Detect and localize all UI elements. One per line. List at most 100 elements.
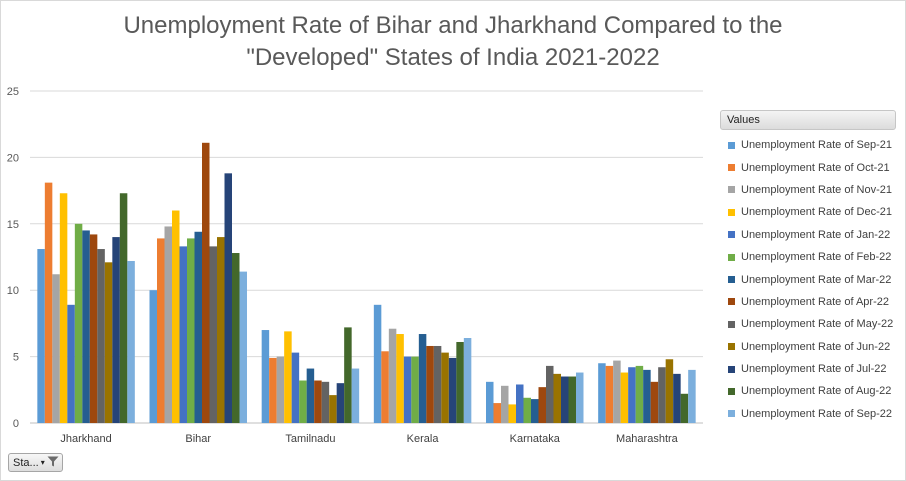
bar[interactable]	[149, 290, 158, 423]
bar[interactable]	[620, 372, 629, 423]
bar[interactable]	[44, 182, 53, 423]
bar[interactable]	[508, 404, 517, 423]
bar[interactable]	[553, 373, 562, 423]
bar[interactable]	[172, 210, 180, 423]
legend-item[interactable]: Unemployment Rate of Jun-22	[720, 336, 896, 358]
bar[interactable]	[217, 237, 225, 423]
bar[interactable]	[463, 338, 472, 423]
bar[interactable]	[523, 397, 532, 423]
legend-swatch	[728, 253, 735, 261]
bar[interactable]	[164, 226, 173, 423]
bar[interactable]	[97, 249, 105, 423]
bar[interactable]	[179, 246, 188, 423]
bar[interactable]	[403, 356, 412, 423]
bar[interactable]	[336, 383, 345, 423]
bar[interactable]	[538, 387, 547, 423]
y-tick-label: 10	[7, 285, 19, 297]
bar[interactable]	[52, 274, 60, 423]
bar[interactable]	[493, 403, 502, 423]
bar[interactable]	[194, 231, 203, 423]
bar[interactable]	[127, 260, 135, 423]
bar[interactable]	[269, 357, 277, 423]
bar[interactable]	[426, 345, 434, 423]
bar[interactable]	[516, 384, 524, 423]
bar[interactable]	[568, 376, 577, 423]
bar[interactable]	[89, 234, 98, 423]
bar[interactable]	[276, 356, 285, 423]
legend-item[interactable]: Unemployment Rate of Nov-21	[720, 179, 896, 201]
bar[interactable]	[658, 367, 666, 423]
bar[interactable]	[680, 393, 689, 423]
bar[interactable]	[239, 271, 248, 423]
bar[interactable]	[605, 365, 614, 423]
field-filter-button[interactable]: Sta... ▾	[8, 453, 63, 472]
bar[interactable]	[613, 360, 621, 423]
bar[interactable]	[418, 334, 427, 423]
bar[interactable]	[688, 369, 696, 423]
legend-item[interactable]: Unemployment Rate of Aug-22	[720, 380, 896, 402]
bar[interactable]	[381, 351, 389, 423]
bar[interactable]	[643, 369, 651, 423]
legend-item[interactable]: Unemployment Rate of Sep-22	[720, 403, 896, 425]
bar[interactable]	[314, 380, 322, 423]
bar[interactable]	[74, 223, 83, 423]
bar[interactable]	[598, 363, 606, 423]
bar[interactable]	[232, 253, 240, 423]
legend-header-values[interactable]: Values	[720, 110, 896, 130]
funnel-icon	[47, 456, 59, 470]
bar[interactable]	[67, 304, 75, 423]
legend-label: Unemployment Rate of Dec-21	[741, 206, 893, 219]
bar[interactable]	[456, 341, 464, 423]
bar[interactable]	[665, 359, 674, 423]
legend-item[interactable]: Unemployment Rate of Jul-22	[720, 358, 896, 380]
bar[interactable]	[373, 304, 382, 423]
bar[interactable]	[501, 385, 509, 423]
bar[interactable]	[291, 352, 300, 423]
bar[interactable]	[628, 367, 636, 423]
bar[interactable]	[82, 230, 90, 423]
legend-item[interactable]: Unemployment Rate of Mar-22	[720, 268, 896, 290]
legend-item[interactable]: Unemployment Rate of Feb-22	[720, 246, 896, 268]
bar[interactable]	[546, 365, 554, 423]
bar[interactable]	[306, 368, 315, 423]
bar[interactable]	[261, 330, 270, 423]
bar[interactable]	[344, 327, 352, 423]
legend-label: Unemployment Rate of May-22	[741, 318, 894, 331]
legend-label: Unemployment Rate of Jul-22	[741, 363, 887, 376]
bar[interactable]	[411, 356, 419, 423]
bar[interactable]	[433, 345, 442, 423]
bar[interactable]	[119, 193, 128, 423]
bar[interactable]	[561, 376, 569, 423]
bar[interactable]	[37, 249, 45, 423]
bar[interactable]	[448, 357, 457, 423]
bar[interactable]	[202, 142, 210, 424]
legend-item[interactable]: Unemployment Rate of Jan-22	[720, 224, 896, 246]
bar[interactable]	[284, 331, 292, 423]
bar[interactable]	[673, 373, 681, 423]
bar[interactable]	[104, 262, 113, 423]
chart-title: Unemployment Rate of Bihar and Jharkhand…	[0, 10, 906, 74]
bar[interactable]	[329, 395, 337, 423]
bar[interactable]	[635, 365, 644, 423]
bar[interactable]	[396, 334, 404, 423]
bar[interactable]	[112, 237, 120, 423]
bar[interactable]	[441, 352, 449, 423]
bar[interactable]	[209, 246, 218, 423]
legend-item[interactable]: Unemployment Rate of Dec-21	[720, 201, 896, 223]
bar[interactable]	[59, 193, 68, 423]
bar[interactable]	[351, 368, 360, 423]
legend-item[interactable]: Unemployment Rate of Oct-21	[720, 156, 896, 178]
bar[interactable]	[224, 173, 233, 423]
bar[interactable]	[157, 238, 165, 423]
bar[interactable]	[187, 238, 195, 423]
legend-item[interactable]: Unemployment Rate of Apr-22	[720, 291, 896, 313]
bar[interactable]	[531, 399, 539, 423]
bar[interactable]	[576, 372, 584, 423]
bar[interactable]	[299, 380, 307, 423]
legend-item[interactable]: Unemployment Rate of Sep-21	[720, 134, 896, 156]
bar[interactable]	[486, 381, 494, 423]
bar[interactable]	[650, 381, 659, 423]
legend-item[interactable]: Unemployment Rate of May-22	[720, 313, 896, 335]
bar[interactable]	[321, 381, 330, 423]
bar[interactable]	[388, 328, 397, 423]
